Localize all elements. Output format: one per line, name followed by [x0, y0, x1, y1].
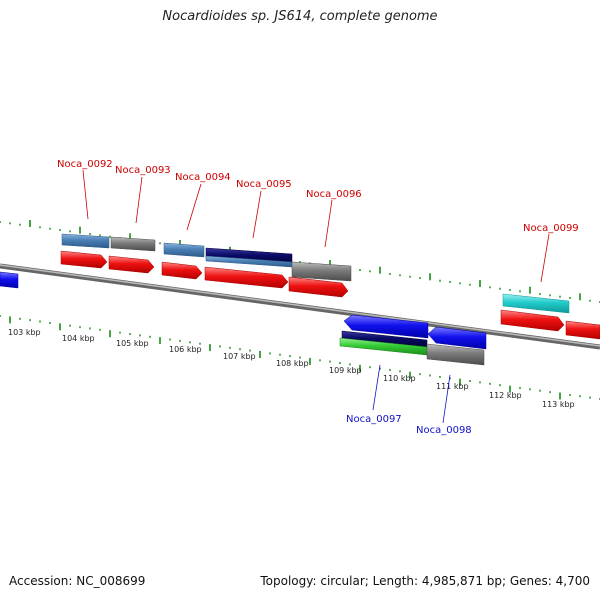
- gene-track-forward: [61, 233, 570, 314]
- kbp-label-109: 109 kbp: [329, 366, 362, 375]
- cds-track-forward: [60, 250, 600, 340]
- kbp-label-113: 113 kbp: [542, 400, 575, 409]
- gene-label-noca-0097[interactable]: Noca_0097: [346, 414, 402, 425]
- kbp-label-108: 108 kbp: [276, 359, 309, 368]
- cds-arrow-noca-0092[interactable]: [60, 250, 108, 269]
- cds-arrow-edge-right[interactable]: [565, 320, 600, 340]
- cds-arrow-noca-0093[interactable]: [108, 255, 155, 274]
- gene-feature-noca-0093[interactable]: [110, 236, 156, 252]
- kbp-label-106: 106 kbp: [169, 345, 202, 354]
- gene-label-noca-0092[interactable]: Noca_0092: [57, 159, 113, 170]
- accession-text: Accession: NC_008699: [9, 574, 146, 588]
- gene-label-noca-0096[interactable]: Noca_0096: [306, 189, 362, 200]
- genome-backbone-highlight: [0, 264, 600, 347]
- kbp-label-110: 110 kbp: [383, 374, 416, 383]
- kbp-label-107: 107 kbp: [223, 352, 256, 361]
- cds-arrow-noca-0095[interactable]: [204, 266, 289, 289]
- kbp-label-105: 105 kbp: [116, 339, 149, 348]
- kbp-label-103: 103 kbp: [8, 328, 41, 337]
- kbp-label-104: 104 kbp: [62, 334, 95, 343]
- gene-feature-noca-0099[interactable]: [502, 293, 570, 314]
- leader-noca-0098: [442, 374, 451, 424]
- kbp-label-111: 111 kbp: [436, 382, 469, 391]
- gene-label-noca-0094[interactable]: Noca_0094: [175, 172, 231, 183]
- cds-arrow-noca-0096[interactable]: [288, 276, 349, 298]
- leader-noca-0093: [135, 176, 143, 224]
- label-leader-lines: [82, 169, 550, 424]
- gene-feature-noca-0092[interactable]: [61, 233, 110, 249]
- gene-label-noca-0098[interactable]: Noca_0098: [416, 425, 472, 436]
- gene-track-reverse: [0, 271, 487, 366]
- gene-label-noca-0093[interactable]: Noca_0093: [115, 165, 171, 176]
- genome-title: Nocardioides sp. JS614, complete genome: [162, 9, 438, 24]
- tick-track-lower: [0, 315, 600, 400]
- leader-noca-0099: [540, 233, 550, 283]
- cds-arrow-noca-0098[interactable]: [427, 326, 487, 350]
- leader-noca-0097: [372, 364, 381, 411]
- gene-label-noca-0099[interactable]: Noca_0099: [523, 223, 579, 234]
- cds-arrow-edge-left[interactable]: [0, 271, 19, 289]
- cds-arrow-noca-0097[interactable]: [343, 314, 429, 339]
- genome-backbone: [0, 263, 600, 350]
- leader-noca-0094: [186, 183, 202, 231]
- cds-arrow-noca-0099[interactable]: [500, 309, 565, 332]
- kbp-label-112: 112 kbp: [489, 391, 522, 400]
- genome-summary-text: Topology: circular; Length: 4,985,871 bp…: [260, 574, 590, 588]
- cds-arrow-noca-0094[interactable]: [161, 261, 203, 280]
- leader-noca-0092: [82, 169, 89, 220]
- gene-feature-noca-0096[interactable]: [291, 261, 352, 282]
- gene-feature-noca-0094[interactable]: [163, 242, 205, 258]
- gene-feature-noca-0098[interactable]: [426, 343, 485, 366]
- gene-label-noca-0095[interactable]: Noca_0095: [236, 179, 292, 190]
- leader-noca-0095: [252, 190, 262, 239]
- leader-noca-0096: [324, 199, 333, 248]
